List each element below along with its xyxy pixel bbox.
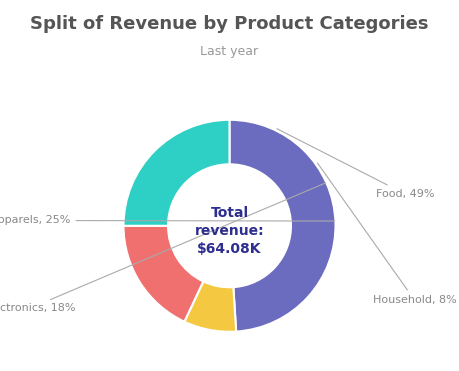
Text: Last year: Last year: [201, 45, 258, 58]
Wedge shape: [123, 120, 230, 226]
Text: $64.08K: $64.08K: [197, 242, 262, 256]
Text: Split of Revenue by Product Categories: Split of Revenue by Product Categories: [30, 15, 429, 33]
Text: Electronics, 18%: Electronics, 18%: [0, 183, 326, 313]
Text: Household, 8%: Household, 8%: [318, 163, 456, 305]
Wedge shape: [123, 226, 203, 322]
Wedge shape: [230, 120, 336, 332]
Text: revenue:: revenue:: [195, 224, 264, 238]
Text: Apparels, 25%: Apparels, 25%: [0, 216, 335, 226]
Wedge shape: [185, 282, 236, 332]
Text: Food, 49%: Food, 49%: [277, 129, 434, 199]
Text: Total: Total: [210, 206, 249, 220]
